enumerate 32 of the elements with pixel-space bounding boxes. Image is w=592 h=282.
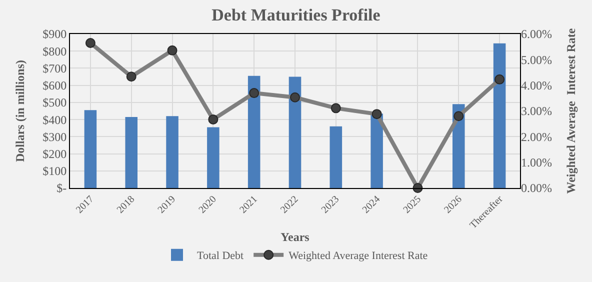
bar bbox=[330, 126, 342, 188]
y-tick-label: $- bbox=[56, 181, 67, 196]
bar bbox=[207, 127, 220, 188]
legend-label: Total Debt bbox=[197, 250, 244, 262]
y2-tick-label: 5.00% bbox=[521, 52, 552, 67]
y2-tick-label: 4.00% bbox=[521, 78, 552, 93]
bar bbox=[166, 116, 178, 188]
y-tick-label: $300 bbox=[42, 130, 67, 144]
y2-tick-label: 2.00% bbox=[521, 130, 552, 144]
bar bbox=[248, 76, 260, 188]
y2-tick-label: 0.00% bbox=[521, 181, 552, 196]
bar bbox=[370, 114, 383, 188]
y2-tick-label: 6.00% bbox=[521, 27, 552, 42]
y2-tick-label: 1.00% bbox=[521, 156, 552, 170]
y-tick-label: $800 bbox=[42, 44, 67, 58]
y2-tick-label: 3.00% bbox=[521, 104, 552, 118]
y-tick-label: $100 bbox=[42, 164, 67, 178]
bar bbox=[493, 43, 506, 188]
bar bbox=[288, 76, 302, 188]
y-tick-label: $700 bbox=[42, 61, 67, 76]
y2-axis-title: Weighted Average Interest Rate bbox=[564, 28, 578, 194]
bar bbox=[125, 116, 138, 188]
y-tick-label: $500 bbox=[42, 96, 67, 110]
y-axis-title: Dollars (in millions) bbox=[12, 60, 27, 162]
x-axis-title: Years bbox=[280, 230, 310, 244]
bar bbox=[84, 110, 97, 188]
y-tick-label: $400 bbox=[42, 112, 67, 127]
legend-label: Weighted Average Interest Rate bbox=[288, 250, 428, 262]
chart-title: Debt Maturities Profile bbox=[212, 5, 381, 24]
y-tick-label: $600 bbox=[42, 78, 67, 93]
y-tick-label: $200 bbox=[42, 146, 67, 161]
y-tick-label: $900 bbox=[42, 27, 67, 42]
